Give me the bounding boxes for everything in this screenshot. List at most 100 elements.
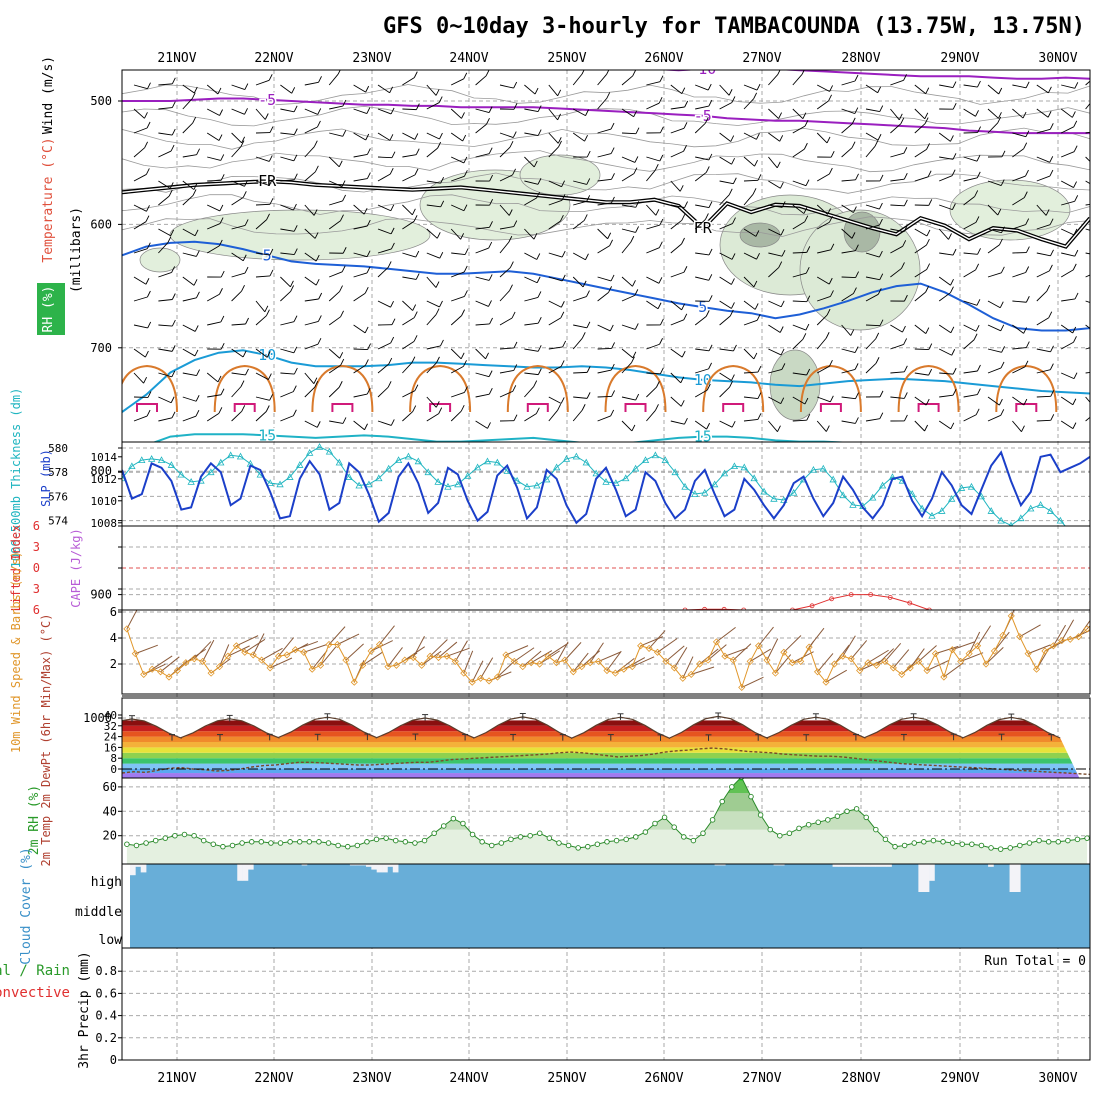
wind-barb-flag [801, 70, 805, 75]
thickness-point [878, 481, 887, 489]
wind-speed-point [957, 657, 965, 665]
wind-barb-flag [977, 80, 981, 88]
wind-barb-flag [537, 368, 542, 375]
wind-barb [524, 386, 535, 398]
isotherm-label: 25 [258, 571, 276, 589]
thickness-point [819, 464, 827, 472]
rh-point [1026, 840, 1033, 846]
isotherm-30 [799, 364, 862, 413]
wind-barb-flag [366, 250, 371, 257]
thickness-point [908, 490, 916, 497]
wind-barb [939, 84, 954, 89]
wind-barb [816, 132, 828, 144]
wind-barb [353, 225, 368, 230]
wind-barb-flag [171, 345, 176, 352]
wind-barb-flag [850, 329, 855, 336]
wind-barb [646, 372, 661, 375]
wind-speed-point [729, 656, 737, 664]
wind-barb-flag [827, 208, 831, 215]
wind-barb [841, 80, 856, 86]
wind-barb [646, 156, 660, 162]
wind-speed-point [889, 664, 897, 672]
wind-barb-flag [877, 133, 882, 141]
wind-barb-flag [1074, 292, 1079, 300]
wind-barb-flag [218, 134, 223, 141]
rh-point [268, 840, 274, 846]
wind-barb-flag [364, 423, 368, 430]
wind-barb-flag [196, 369, 200, 376]
wind-barb-flag [513, 341, 518, 349]
wind-barb [572, 252, 586, 261]
wind-speed-point [190, 655, 198, 663]
wind-barb [865, 276, 880, 281]
wind-barb-flag [415, 103, 420, 110]
wind-barb-flag [1025, 81, 1030, 88]
wind-barb [231, 108, 245, 115]
wind-barb [1061, 84, 1075, 89]
wind-barb-flag [708, 153, 713, 161]
wind-barb [548, 146, 559, 158]
lifted-index-point [702, 606, 707, 610]
wind-barb [329, 132, 343, 137]
wind-barb-flag [586, 290, 590, 297]
wind-barb-flag [489, 198, 494, 206]
wind-barb-flag [220, 315, 225, 323]
wind-barb-flag [242, 254, 247, 261]
temperature-band [122, 720, 1090, 726]
wind-barb [158, 348, 173, 352]
wind-barb-flag [293, 105, 298, 112]
wind-barb [280, 391, 294, 398]
wind-speed-point [1041, 647, 1049, 655]
rh-point [969, 841, 975, 847]
wind-barb [646, 276, 660, 284]
cloud-high-gap [854, 864, 860, 867]
wind-barb-flag [706, 383, 711, 391]
wind-barb [939, 175, 953, 182]
wind-speed-point [1066, 635, 1074, 643]
wind-barb [182, 228, 196, 237]
wind-barb [987, 396, 1000, 406]
temperature-tick-label: 0 [110, 763, 117, 776]
wind-barb [621, 156, 636, 163]
wind-speed-point [527, 659, 535, 667]
wind-barb-flag [340, 214, 344, 221]
thickness-point [661, 456, 669, 463]
wind-barb [597, 347, 612, 350]
wind-barb [280, 179, 295, 182]
wind-barb [1085, 131, 1090, 134]
cloud-high-gap [371, 864, 378, 870]
wind-barb-10m [867, 649, 889, 664]
wind-barb-flag [365, 133, 370, 141]
wind-barb [499, 317, 513, 326]
wind-barb [621, 362, 632, 374]
wind-barb-flag [754, 159, 758, 167]
cloud-high-gap [886, 864, 892, 867]
temperature-band [122, 763, 1090, 769]
date-label-top: 23NOV [352, 51, 391, 66]
wind-barb-flag [219, 109, 224, 116]
wind-speed-point [224, 652, 232, 660]
wind10m-axis-title: 10m Wind Speed & Barbs (m/s) [9, 551, 23, 753]
wind-barb-10m [480, 657, 494, 679]
cloud-high-gap [880, 864, 887, 867]
wind-barb [597, 291, 609, 302]
wind-barb [255, 203, 271, 206]
wind-barb [499, 347, 514, 350]
wind-barb-flag [337, 70, 341, 75]
date-label-top: 25NOV [547, 51, 586, 66]
wind-barb-flag [780, 348, 785, 356]
wind-speed-point [611, 669, 619, 677]
wind-barb [695, 348, 710, 352]
wind-barb-flag [436, 232, 441, 239]
wind-barb-flag [194, 229, 199, 236]
rh-point [748, 793, 754, 800]
wind-barb-flag [1096, 406, 1099, 412]
wind-barb [426, 228, 438, 239]
slp-tick-label: 1014 [91, 451, 118, 464]
wind-barb-flag [560, 397, 565, 404]
rh-point [181, 831, 188, 838]
wind-barb-flag [1050, 345, 1054, 352]
wind-barb-flag [951, 169, 956, 176]
thickness-point [957, 484, 966, 491]
wind-barb [133, 221, 147, 230]
